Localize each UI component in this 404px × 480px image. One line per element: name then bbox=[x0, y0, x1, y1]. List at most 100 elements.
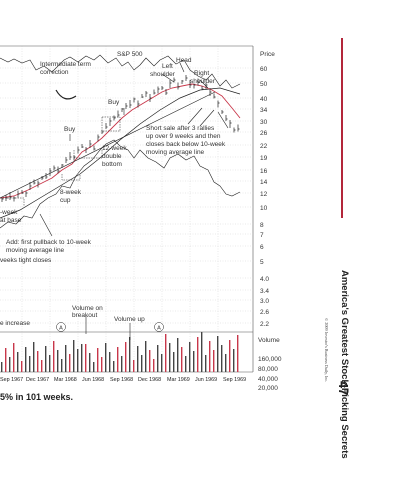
volume-bar bbox=[225, 354, 227, 372]
pullback-label-line1: Add: first pullback to 10-week bbox=[6, 239, 92, 246]
price-tick: 60 bbox=[260, 66, 268, 73]
volume-bar bbox=[69, 354, 71, 372]
price-grid bbox=[0, 67, 253, 324]
price-tick: 8 bbox=[260, 222, 264, 229]
short-sale-label-line2: up over 9 weeks and then bbox=[146, 133, 221, 140]
price-tick: 40 bbox=[260, 96, 268, 103]
volume-axis: 160,000 80,000 40,000 20,000 bbox=[258, 356, 282, 392]
date-label: Mar 1968 bbox=[54, 377, 77, 383]
base-bracket bbox=[0, 197, 25, 206]
long-term-moving-average bbox=[0, 87, 241, 219]
volume-bar bbox=[37, 351, 39, 372]
double-bottom-label-line1: 12-week bbox=[102, 145, 127, 152]
volume-bar bbox=[197, 337, 199, 372]
volume-bar bbox=[153, 359, 155, 372]
volume-increase-label: e increase bbox=[0, 320, 30, 327]
volume-bar bbox=[61, 359, 63, 372]
volume-breakout-label-line1: Volume on bbox=[72, 305, 103, 312]
right-shoulder-arrow bbox=[199, 79, 209, 89]
upper-buy-box bbox=[101, 116, 121, 132]
volume-bar bbox=[213, 350, 215, 372]
volume-bar bbox=[101, 357, 103, 372]
volume-bar bbox=[21, 361, 23, 372]
cup-label-line2: cup bbox=[60, 197, 71, 204]
volume-tick: 40,000 bbox=[258, 376, 278, 383]
head-label: Head bbox=[176, 57, 192, 64]
volume-bar bbox=[13, 343, 15, 372]
sp500-line bbox=[0, 54, 241, 89]
short-sale-label-line4: moving average line bbox=[146, 149, 205, 156]
volume-bar bbox=[1, 362, 3, 372]
date-label: Jun 1969 bbox=[195, 377, 217, 383]
volume-bar bbox=[221, 345, 223, 372]
price-tick: 6 bbox=[260, 244, 264, 251]
volume-bar bbox=[33, 342, 35, 372]
volume-breakout-label-line2: breakout bbox=[72, 312, 97, 319]
price-axis-title: Price bbox=[260, 51, 275, 58]
volume-bar bbox=[209, 341, 211, 372]
volume-bar bbox=[125, 342, 127, 372]
relative-strength-line bbox=[0, 139, 241, 229]
short-sale-arrow-2 bbox=[199, 109, 215, 127]
short-sale-label-line1: Short sale after 3 rallies bbox=[146, 125, 215, 132]
volume-bar bbox=[93, 362, 95, 372]
volume-tick: 160,000 bbox=[258, 356, 282, 363]
base-label-line2: at base bbox=[0, 217, 22, 224]
base-label-line1: -week bbox=[0, 209, 18, 216]
volume-bar bbox=[137, 346, 139, 372]
price-tick: 3.4 bbox=[260, 288, 269, 295]
tight-closes-label: veeks tight closes bbox=[0, 257, 52, 264]
volume-bar bbox=[77, 349, 79, 372]
right-shoulder-label-line1: Right bbox=[194, 70, 209, 77]
volume-bar bbox=[133, 360, 135, 372]
ten-week-moving-average bbox=[0, 83, 241, 199]
volume-bar bbox=[41, 360, 43, 372]
volume-bar bbox=[9, 357, 11, 372]
left-shoulder-label-line2: shoulder bbox=[150, 71, 176, 78]
volume-bar bbox=[165, 334, 167, 372]
price-tick: 7 bbox=[260, 232, 264, 239]
volume-bar bbox=[161, 354, 163, 372]
volume-bar bbox=[25, 347, 27, 372]
volume-bar bbox=[185, 356, 187, 372]
copyright-credit: © 2009 Investor's Business Daily, Inc. bbox=[321, 318, 329, 388]
price-axis: 60 50 40 34 30 26 22 19 16 14 12 10 8 7 … bbox=[260, 66, 269, 328]
volume-bar bbox=[49, 355, 51, 372]
left-shoulder-arrow bbox=[161, 73, 175, 83]
volume-bar bbox=[5, 348, 7, 372]
volume-bar bbox=[149, 350, 151, 372]
book-running-title-text: America's Greatest Stock-Picking Secrets bbox=[339, 270, 350, 459]
volume-bar bbox=[157, 345, 159, 372]
double-bottom-label-line2: double bbox=[102, 153, 122, 160]
date-label: Jun 1968 bbox=[82, 377, 104, 383]
price-tick: 2.2 bbox=[260, 321, 269, 328]
volume-bar bbox=[117, 347, 119, 372]
left-shoulder-label-line1: Left bbox=[162, 63, 173, 70]
volume-bar bbox=[193, 351, 195, 372]
volume-bar bbox=[233, 349, 235, 372]
volume-bar bbox=[105, 343, 107, 372]
volume-bar bbox=[201, 332, 203, 372]
volume-tick: 80,000 bbox=[258, 366, 278, 373]
volume-bar bbox=[229, 340, 231, 372]
circle-marker-a bbox=[56, 322, 66, 332]
date-label: Sep 1967 bbox=[0, 377, 23, 383]
volume-bar bbox=[217, 336, 219, 372]
price-tick: 5 bbox=[260, 259, 264, 266]
volume-bar bbox=[45, 346, 47, 372]
figure-caption: 5% in 101 weeks. bbox=[0, 392, 74, 402]
price-tick: 22 bbox=[260, 143, 268, 150]
volume-bar bbox=[113, 361, 115, 372]
price-tick: 19 bbox=[260, 155, 268, 162]
volume-bar bbox=[85, 344, 87, 372]
short-sale-label-line3: closes back below 10-week bbox=[146, 141, 226, 148]
volume-bar bbox=[121, 356, 123, 372]
volume-bar bbox=[109, 352, 111, 372]
buy-lower-label: Buy bbox=[64, 126, 76, 133]
volume-bar bbox=[57, 350, 59, 372]
volume-bar bbox=[81, 344, 83, 372]
double-bottom-bracket bbox=[73, 150, 103, 159]
price-tick: 26 bbox=[260, 130, 268, 137]
